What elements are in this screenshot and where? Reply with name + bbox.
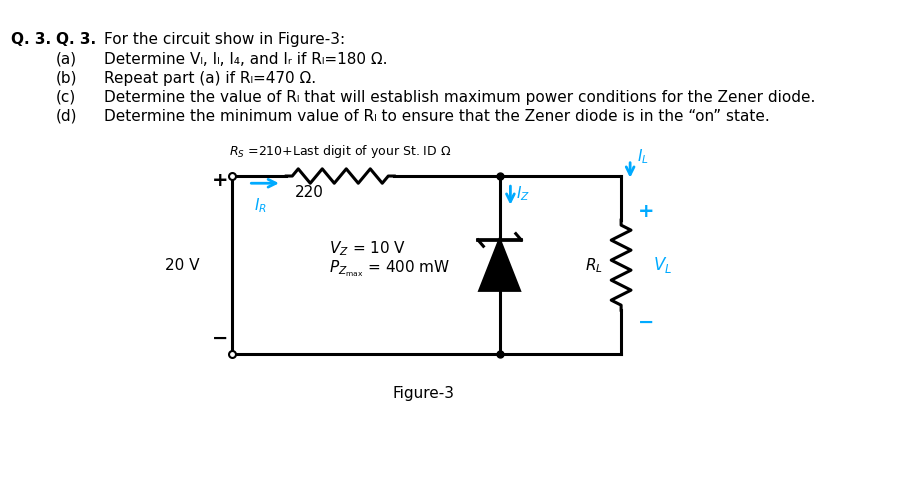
Text: +: +: [212, 171, 228, 190]
Text: (d): (d): [56, 109, 77, 124]
Text: $R_S$ =210+Last digit of your St. ID $\Omega$: $R_S$ =210+Last digit of your St. ID $\O…: [229, 143, 451, 160]
Text: $V_Z$ = 10 V: $V_Z$ = 10 V: [328, 240, 406, 258]
Text: $I_L$: $I_L$: [637, 148, 649, 167]
Text: $R_L$: $R_L$: [585, 256, 603, 274]
Text: $V_L$: $V_L$: [653, 255, 672, 275]
Text: (b): (b): [56, 71, 77, 86]
Text: $I_Z$: $I_Z$: [515, 184, 530, 203]
Text: +: +: [638, 202, 655, 221]
Text: (a): (a): [56, 52, 77, 67]
Text: 20 V: 20 V: [165, 258, 200, 273]
Text: Determine the minimum value of Rₗ to ensure that the Zener diode is in the “on” : Determine the minimum value of Rₗ to ens…: [104, 109, 769, 124]
Text: Q. 3.: Q. 3.: [11, 32, 51, 47]
Text: $I_R$: $I_R$: [254, 196, 267, 215]
Text: Determine Vₗ, Iₗ, I₄, and Iᵣ if Rₗ=180 Ω.: Determine Vₗ, Iₗ, I₄, and Iᵣ if Rₗ=180 Ω…: [104, 52, 387, 67]
Text: $P_{Z_{\mathrm{max}}}$ = 400 mW: $P_{Z_{\mathrm{max}}}$ = 400 mW: [328, 259, 450, 279]
Text: For the circuit show in Figure-3:: For the circuit show in Figure-3:: [104, 32, 345, 47]
Text: 220: 220: [295, 185, 324, 200]
Text: Determine the value of Rₗ that will establish maximum power conditions for the Z: Determine the value of Rₗ that will esta…: [104, 90, 815, 104]
Polygon shape: [480, 240, 519, 290]
Text: −: −: [638, 313, 655, 332]
Text: Repeat part (a) if Rₗ=470 Ω.: Repeat part (a) if Rₗ=470 Ω.: [104, 71, 315, 86]
Text: −: −: [212, 329, 227, 348]
Text: Figure-3: Figure-3: [392, 387, 454, 401]
Text: (c): (c): [56, 90, 76, 104]
Text: Q. 3.: Q. 3.: [56, 32, 96, 47]
